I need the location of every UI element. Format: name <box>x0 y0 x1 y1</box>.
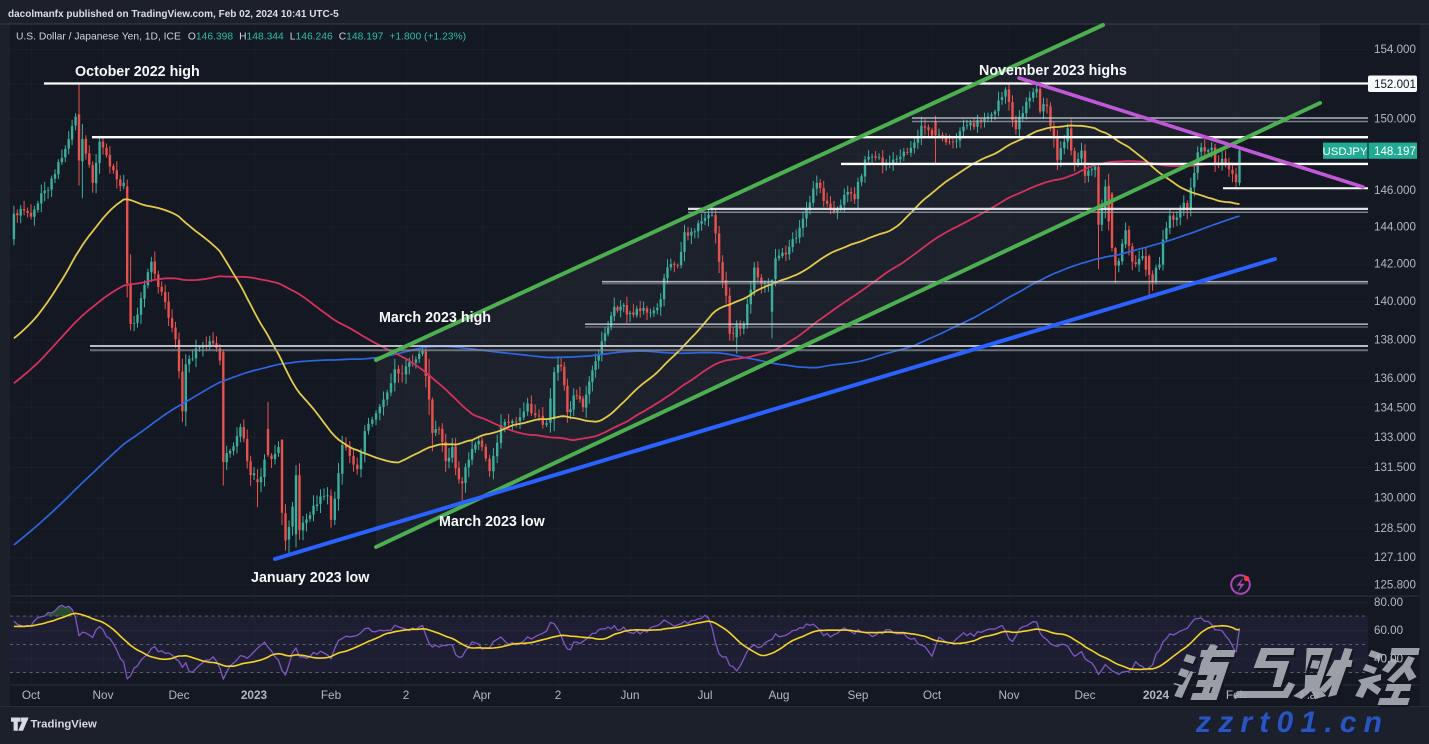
svg-text:148.197: 148.197 <box>1374 145 1416 158</box>
svg-text:134.500: 134.500 <box>1374 401 1416 414</box>
svg-text:2: 2 <box>403 688 410 702</box>
svg-text:zzrt01.cn: zzrt01.cn <box>1195 706 1389 739</box>
svg-text:Nov: Nov <box>999 688 1020 702</box>
svg-text:80.00: 80.00 <box>1374 596 1403 609</box>
svg-text:146.000: 146.000 <box>1374 184 1416 197</box>
svg-text:2023: 2023 <box>241 688 268 702</box>
svg-text:January 2023 low: January 2023 low <box>251 570 370 586</box>
svg-text:2: 2 <box>555 688 562 702</box>
svg-text:125.800: 125.800 <box>1374 578 1416 591</box>
svg-text:Aug: Aug <box>769 688 790 702</box>
svg-text:60.00: 60.00 <box>1374 624 1403 637</box>
svg-text:Feb: Feb <box>321 688 342 702</box>
svg-text:2024: 2024 <box>1143 688 1170 702</box>
svg-text:zzrt01.cn: zzrt01.cn <box>1197 708 1391 739</box>
svg-text:130.000: 130.000 <box>1374 491 1416 504</box>
svg-text:128.500: 128.500 <box>1374 522 1416 535</box>
svg-text:131.500: 131.500 <box>1374 461 1416 474</box>
svg-text:March 2023 high: March 2023 high <box>379 310 491 326</box>
svg-text:Oct: Oct <box>923 688 942 702</box>
svg-text:150.000: 150.000 <box>1374 113 1416 126</box>
svg-text:USDJPY: USDJPY <box>1323 146 1368 158</box>
svg-text:40.00: 40.00 <box>1374 653 1403 666</box>
svg-text:November 2023 highs: November 2023 highs <box>979 63 1127 79</box>
svg-text:Apr: Apr <box>473 688 491 702</box>
svg-text:Oct: Oct <box>22 688 41 702</box>
svg-text:Sep: Sep <box>848 688 869 702</box>
svg-text:144.000: 144.000 <box>1374 221 1416 234</box>
svg-text:Dec: Dec <box>169 688 190 702</box>
svg-text:133.000: 133.000 <box>1374 431 1416 444</box>
svg-text:127.100: 127.100 <box>1374 551 1416 564</box>
svg-text:138.000: 138.000 <box>1374 333 1416 346</box>
svg-text:March 2023 low: March 2023 low <box>439 514 546 530</box>
svg-text:Jul: Jul <box>697 688 712 702</box>
svg-text:U.S. Dollar / Japanese Yen, 1D: U.S. Dollar / Japanese Yen, 1D, ICE O146.… <box>16 32 466 43</box>
svg-text:Jun: Jun <box>620 688 639 702</box>
svg-text:Dec: Dec <box>1075 688 1096 702</box>
svg-text:154.000: 154.000 <box>1374 43 1416 56</box>
svg-text:136.000: 136.000 <box>1374 372 1416 385</box>
svg-text:Nov: Nov <box>93 688 114 702</box>
svg-text:140.000: 140.000 <box>1374 295 1416 308</box>
svg-text:152.001: 152.001 <box>1374 78 1416 91</box>
svg-text:142.000: 142.000 <box>1374 258 1416 271</box>
svg-text:October 2022 high: October 2022 high <box>75 64 200 80</box>
svg-text:TradingView: TradingView <box>31 718 98 730</box>
svg-text:dacolmanfx published on Tradin: dacolmanfx published on TradingView.com,… <box>8 9 339 20</box>
